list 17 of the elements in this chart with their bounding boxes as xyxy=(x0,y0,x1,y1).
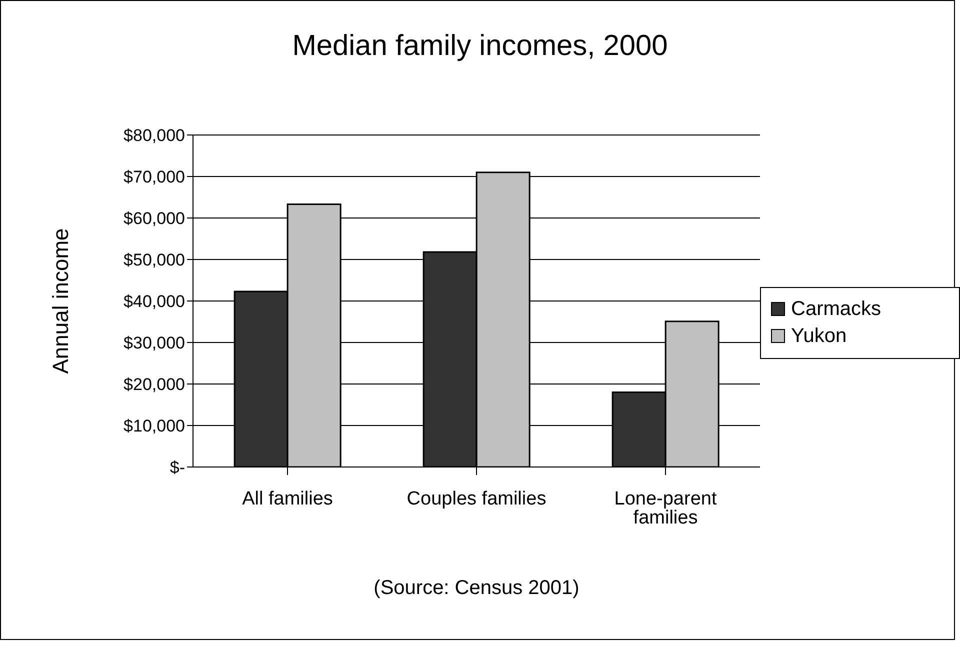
x-tick-label: Lone-parent families xyxy=(614,488,718,528)
y-axis-title: Annual income xyxy=(48,228,73,374)
legend-label: Yukon xyxy=(791,324,847,348)
y-tick-label: $10,000 xyxy=(124,416,185,436)
y-tick-label: $30,000 xyxy=(124,334,185,353)
x-tick-label: All families xyxy=(242,488,333,510)
y-tick-label: $60,000 xyxy=(124,209,185,228)
y-tick-label: $70,000 xyxy=(124,168,185,187)
y-tick-label: $- xyxy=(170,458,185,478)
y-tick-label: $50,000 xyxy=(124,250,185,270)
text: (Source: Census 2001) xyxy=(372,577,580,600)
y-tick-label: $40,000 xyxy=(124,292,185,312)
chart-title: Median family incomes, 2000 xyxy=(291,30,669,63)
x-tick-label: Couples families xyxy=(406,488,546,510)
legend-label: Carmacks xyxy=(791,298,882,320)
y-tick-label: $80,000 xyxy=(124,126,185,146)
y-tick-label: $20,000 xyxy=(124,375,185,394)
